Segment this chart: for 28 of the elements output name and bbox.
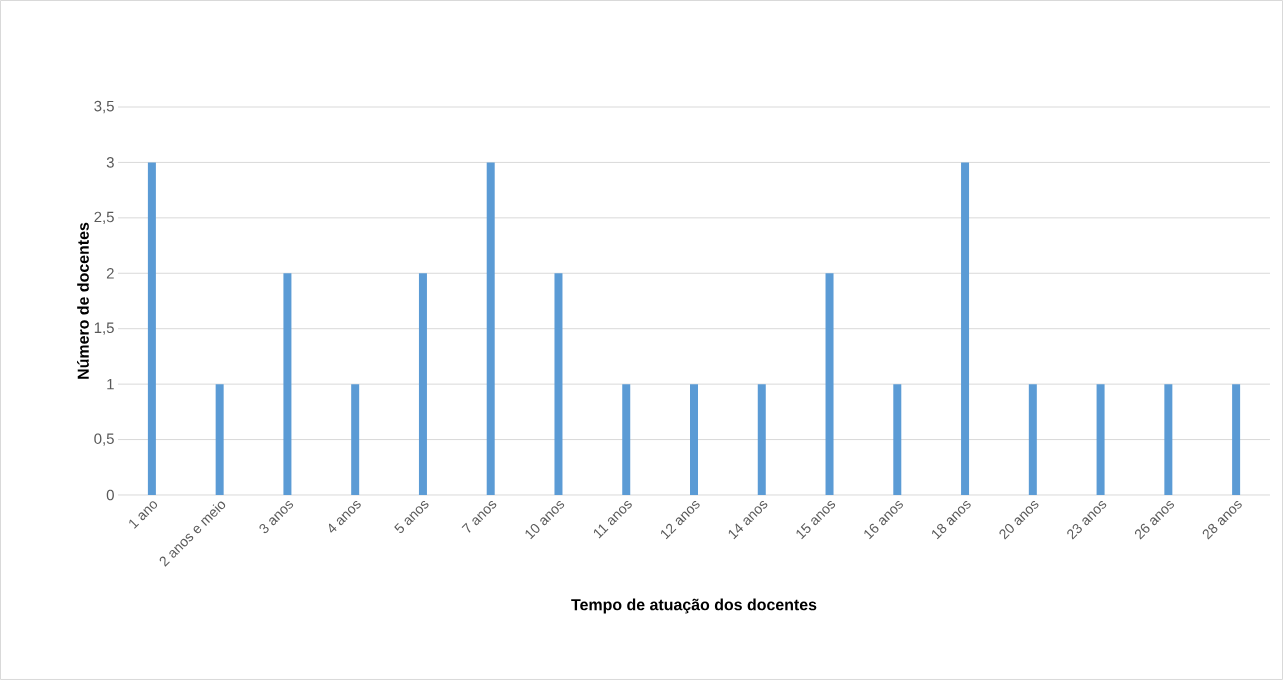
- bar: [1028, 384, 1037, 495]
- bar: [622, 384, 631, 495]
- bar: [1232, 384, 1241, 495]
- bar: [215, 384, 224, 495]
- x-tick-label: 1 ano: [129, 501, 158, 529]
- y-tick-label: 3,5: [94, 100, 114, 114]
- y-axis-title: Número de docentes: [77, 222, 89, 379]
- bar: [418, 273, 427, 495]
- bar: [1096, 384, 1105, 495]
- y-tick-label: 2,5: [94, 211, 114, 225]
- bar: [893, 384, 902, 495]
- bar: [690, 384, 698, 495]
- y-tick-label: 1: [107, 378, 114, 390]
- bar: [147, 162, 156, 495]
- y-tick-label: 0,5: [94, 433, 114, 446]
- bar: [1164, 384, 1173, 495]
- y-tick-label: 3: [106, 157, 114, 168]
- y-tick-label: 1,5: [94, 322, 114, 335]
- y-tick-label: 2: [106, 268, 114, 279]
- y-tick-label: 0: [106, 489, 114, 501]
- bar: [554, 273, 563, 495]
- x-axis-title: Tempo de atuação dos docentes: [571, 598, 817, 614]
- bar: [961, 162, 970, 495]
- bar: [283, 273, 292, 495]
- bar: [757, 384, 766, 495]
- bar: [486, 162, 495, 495]
- bar: [351, 384, 360, 495]
- bar: [825, 273, 834, 495]
